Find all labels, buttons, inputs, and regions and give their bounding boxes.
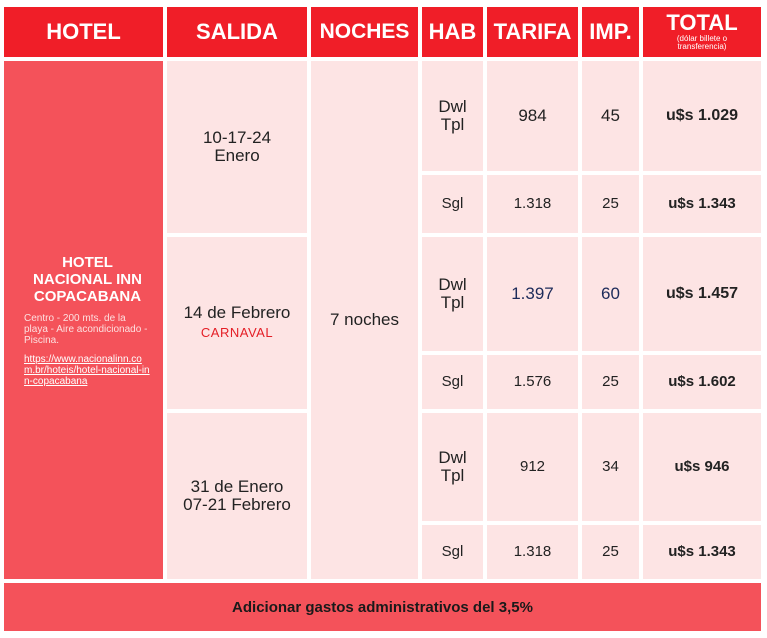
- hab-cell: Sgl: [422, 355, 483, 409]
- salida-note: CARNAVAL: [200, 325, 274, 340]
- hotel-cell: HOTEL NACIONAL INN COPACABANA Centro - 2…: [4, 61, 163, 579]
- header-tarifa: TARIFA: [487, 7, 578, 57]
- imp-cell: 25: [582, 175, 639, 233]
- total-cell: u$s 1.457: [643, 237, 761, 351]
- salida-dates: 31 de Enero 07-21 Febrero: [183, 477, 291, 514]
- salida-group-2: 14 de Febrero CARNAVAL: [167, 237, 307, 409]
- hotel-name: HOTEL NACIONAL INN COPACABANA: [33, 253, 142, 305]
- footer-note: Adicionar gastos administrativos del 3,5…: [4, 583, 761, 631]
- hotel-link[interactable]: https://www.nacionalinn.com.br/hoteis/ho…: [24, 353, 150, 387]
- hab-cell: Dwl Tpl: [422, 413, 483, 521]
- header-hotel: HOTEL: [4, 7, 163, 57]
- imp-cell: 34: [582, 413, 639, 521]
- tarifa-cell: 1.318: [487, 525, 578, 579]
- tarifa-cell: 1.318: [487, 175, 578, 233]
- tarifa-cell: 1.397: [487, 237, 578, 351]
- tarifa-cell: 984: [487, 61, 578, 171]
- imp-cell: 25: [582, 525, 639, 579]
- total-cell: u$s 1.343: [643, 525, 761, 579]
- header-imp: IMP.: [582, 7, 639, 57]
- imp-cell: 60: [582, 237, 639, 351]
- hotel-description: Centro - 200 mts. de la playa - Aire aco…: [24, 312, 148, 346]
- hab-cell: Sgl: [422, 525, 483, 579]
- tarifa-cell: 1.576: [487, 355, 578, 409]
- header-total: TOTAL (dólar billete o transferencia): [643, 7, 761, 57]
- header-hab: HAB: [422, 7, 483, 57]
- header-noches: NOCHES: [311, 7, 418, 57]
- noches-cell: 7 noches: [311, 61, 418, 579]
- header-total-label: TOTAL: [666, 10, 738, 35]
- total-cell: u$s 1.602: [643, 355, 761, 409]
- total-cell: u$s 946: [643, 413, 761, 521]
- hab-cell: Dwl Tpl: [422, 237, 483, 351]
- imp-cell: 25: [582, 355, 639, 409]
- total-cell: u$s 1.029: [643, 61, 761, 171]
- total-cell: u$s 1.343: [643, 175, 761, 233]
- tarifa-cell: 912: [487, 413, 578, 521]
- salida-group-3: 31 de Enero 07-21 Febrero: [167, 413, 307, 579]
- imp-cell: 45: [582, 61, 639, 171]
- salida-dates: 10-17-24 Enero: [202, 128, 272, 165]
- hab-cell: Dwl Tpl: [422, 61, 483, 171]
- salida-group-1: 10-17-24 Enero: [167, 61, 307, 233]
- header-total-note: (dólar billete o transferencia): [676, 34, 728, 51]
- hab-cell: Sgl: [422, 175, 483, 233]
- header-salida: SALIDA: [167, 7, 307, 57]
- salida-dates: 14 de Febrero: [183, 303, 291, 322]
